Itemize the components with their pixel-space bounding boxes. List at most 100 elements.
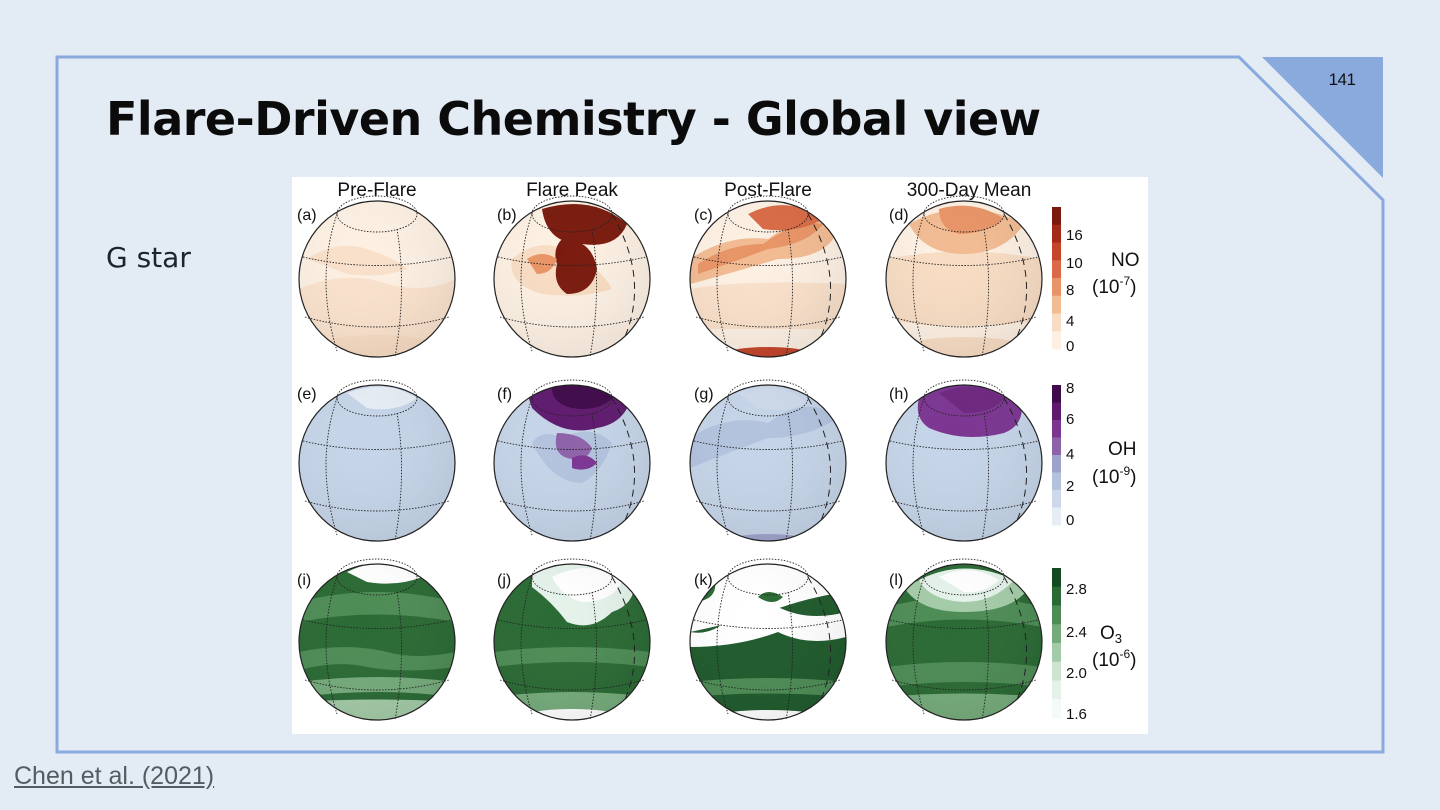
graticule-line — [336, 195, 418, 233]
colorbar-band — [1052, 643, 1061, 663]
panel-label-i: (i) — [297, 572, 311, 589]
graticule-line — [695, 316, 841, 328]
colorbar-oh-tick-4: 0 — [1066, 512, 1074, 529]
colorbar-band — [1052, 624, 1061, 644]
globe-figure: Pre-Flare Flare Peak Post-Flare 300-Day … — [292, 177, 1148, 734]
colorbar-no-species: NO — [1111, 250, 1140, 271]
graticule-line — [716, 576, 729, 715]
globe-outline — [689, 200, 847, 358]
globe-outline — [689, 563, 847, 721]
terminator-line — [1003, 213, 1028, 340]
colorbar-band — [1052, 278, 1061, 297]
graticule-line — [891, 316, 1037, 328]
colorbar-o3: 2.8 2.4 2.0 1.6 O3 (10-6) — [1052, 568, 1136, 723]
panel-label-d: (d) — [889, 207, 909, 224]
colorbar-oh: 8 6 4 2 0 OH (10-9) — [1052, 380, 1137, 529]
globe-panel-e — [298, 379, 456, 542]
globe-outline — [885, 200, 1043, 358]
colorbar-o3-unit: (10-6) — [1092, 647, 1136, 671]
graticule-line — [912, 576, 925, 715]
globe-outline — [493, 563, 651, 721]
colorbar-band — [1052, 420, 1061, 438]
slide-title: Flare-Driven Chemistry - Global view — [106, 92, 1041, 146]
colorbar-band — [1052, 680, 1061, 700]
globe-outline — [298, 200, 456, 358]
column-header-pre-flare: Pre-Flare — [337, 180, 416, 201]
colorbar-band — [1052, 507, 1061, 526]
globe-panel-a — [298, 195, 456, 358]
graticule-line — [325, 213, 338, 352]
colorbar-band — [1052, 313, 1061, 332]
slide-frame — [55, 55, 1385, 754]
graticule-line — [520, 576, 533, 715]
graticule-line — [304, 500, 450, 512]
colorbar-no-tick-2: 8 — [1066, 282, 1074, 299]
citation-link[interactable]: Chen et al. (2021) — [14, 762, 215, 790]
globe-outline — [298, 563, 456, 721]
colorbar-oh-unit: (10-9) — [1092, 464, 1136, 488]
graticule-line — [325, 576, 338, 715]
globe-panel-c — [689, 195, 847, 358]
graticule-line — [336, 379, 418, 417]
colorbar-band — [1052, 402, 1061, 421]
colorbar-no-tick-0: 16 — [1066, 227, 1083, 244]
page-number: 141 — [1328, 70, 1356, 89]
panel-label-a: (a) — [297, 207, 317, 224]
graticule-line — [716, 213, 729, 352]
globe-panel-h — [885, 379, 1043, 542]
corner-fold — [1262, 57, 1383, 178]
colorbar-band — [1052, 586, 1061, 606]
globe-outline — [493, 384, 651, 542]
globe-panel-i — [298, 558, 456, 721]
graticule-line — [336, 558, 418, 596]
graticule-line — [891, 500, 1037, 512]
terminator-line — [611, 397, 636, 524]
colorbar-o3-tick-2: 2.0 — [1066, 665, 1087, 682]
colorbar-band — [1052, 605, 1061, 625]
graticule-line — [499, 500, 645, 512]
terminator-line — [807, 213, 832, 340]
colorbar-oh-tick-3: 2 — [1066, 478, 1074, 495]
colorbar-band — [1052, 699, 1061, 719]
graticule-line — [499, 679, 645, 691]
graticule-line — [912, 397, 925, 536]
colorbar-band — [1052, 568, 1061, 588]
terminator-line — [611, 213, 636, 340]
graticule-line — [520, 397, 533, 536]
graticule-line — [520, 213, 533, 352]
colorbar-band — [1052, 207, 1061, 226]
graticule-line — [695, 500, 841, 512]
graticule-line — [304, 679, 450, 691]
globe-outline — [689, 384, 847, 542]
terminator-line — [807, 397, 832, 524]
globe-panel-d — [885, 195, 1043, 358]
colorbar-band — [1052, 260, 1061, 279]
colorbar-band — [1052, 385, 1061, 403]
panel-label-h: (h) — [889, 386, 909, 403]
globe-outline — [493, 200, 651, 358]
globe-panel-j — [493, 558, 651, 721]
column-header-post-flare: Post-Flare — [724, 180, 812, 201]
colorbar-o3-species: O3 — [1100, 623, 1122, 646]
terminator-line — [807, 576, 832, 703]
terminator-line — [1003, 576, 1028, 703]
panel-label-f: (f) — [497, 386, 512, 403]
colorbar-no-unit: (10-7) — [1092, 274, 1136, 298]
star-type-label: G star — [106, 241, 191, 274]
colorbar-band — [1052, 224, 1061, 243]
colorbar-oh-species: OH — [1108, 439, 1137, 460]
column-header-flare-peak: Flare Peak — [526, 180, 618, 201]
colorbar-band — [1052, 331, 1061, 350]
panel-label-k: (k) — [694, 572, 713, 589]
colorbar-no-tick-4: 0 — [1066, 338, 1074, 355]
globe-panel-g — [689, 379, 847, 542]
colorbar-oh-tick-2: 4 — [1066, 446, 1074, 463]
colorbar-o3-tick-0: 2.8 — [1066, 581, 1087, 598]
column-header-300-day-mean: 300-Day Mean — [907, 180, 1032, 201]
graticule-line — [891, 679, 1037, 691]
colorbar-band — [1052, 455, 1061, 473]
globe-outline — [885, 384, 1043, 542]
globe-panel-k — [689, 558, 847, 721]
globe-panel-b — [493, 195, 651, 358]
